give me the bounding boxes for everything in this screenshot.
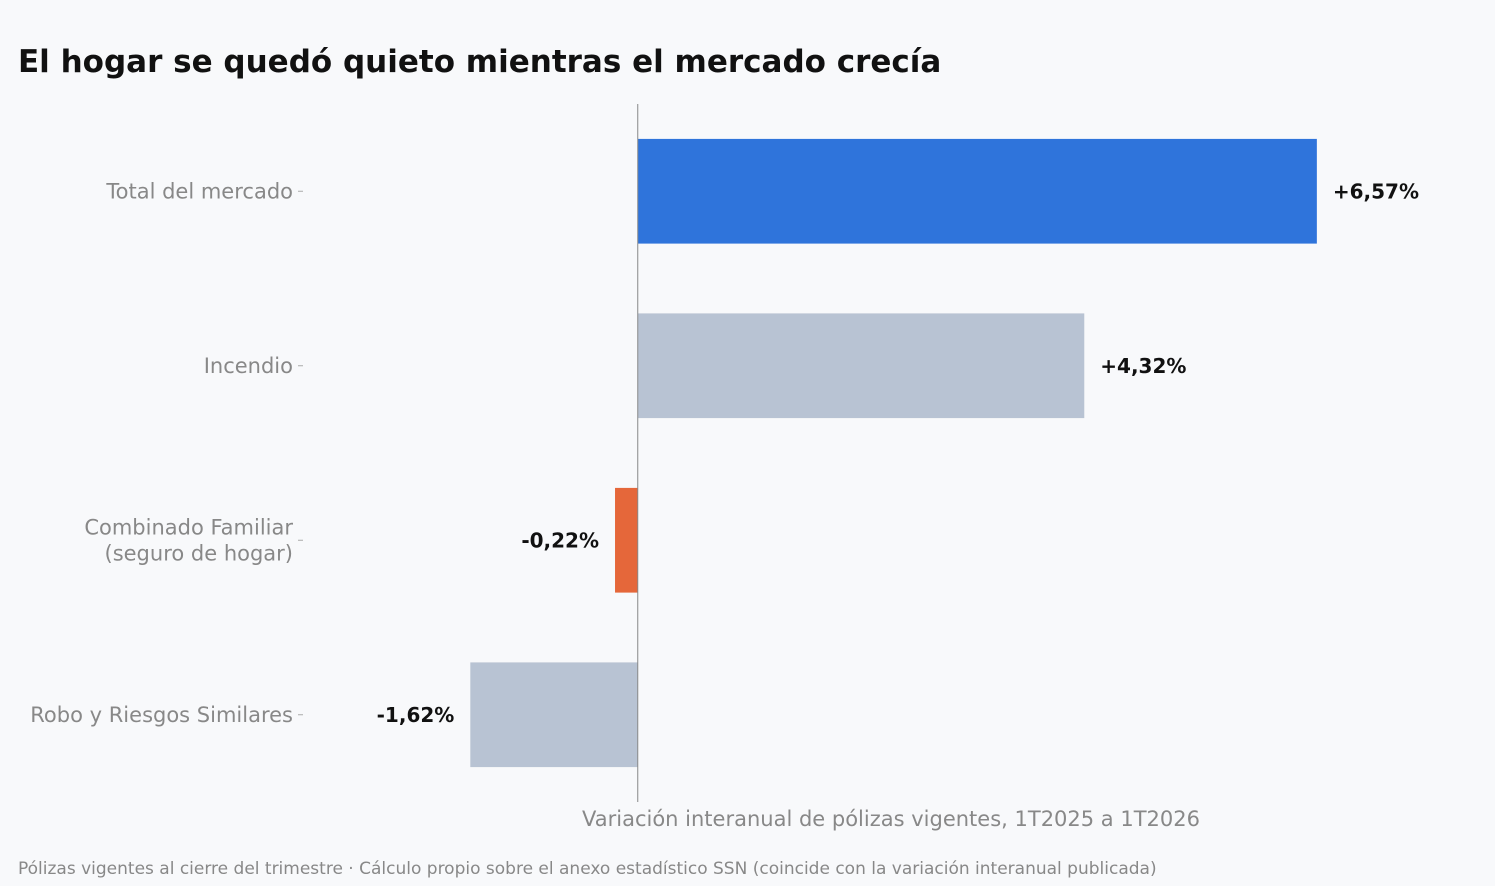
y-tick-label-2: Incendio [204, 354, 293, 378]
bar-4 [470, 662, 638, 768]
bars-layer [470, 138, 1317, 768]
y-tick-label-1: Total del mercado [105, 179, 293, 203]
y-tick-label-4: Robo y Riesgos Similares [30, 703, 293, 727]
value-label-1: +6,57% [1333, 179, 1419, 203]
y-tick-label-3: Combinado Familiar (seguro de hogar) [84, 515, 293, 565]
value-label-2: +4,32% [1100, 354, 1186, 378]
bar-1 [637, 138, 1317, 244]
bar-3 [615, 487, 638, 593]
value-label-3: -0,22% [521, 528, 599, 552]
value-label-4: -1,62% [377, 703, 455, 727]
footnote: Pólizas vigentes al cierre del trimestre… [18, 859, 1157, 879]
labels-layer: +6,57% Total del mercado +4,32% Incendio -0,… [30, 179, 1419, 727]
bar-chart: +6,57% Total del mercado +4,32% Incendio -0,… [30, 104, 1419, 831]
chart-title: El hogar se quedó quieto mientras el mer… [18, 44, 942, 80]
bar-2 [637, 313, 1085, 419]
x-axis-label: Variación interanual de pólizas vigentes… [582, 807, 1200, 831]
